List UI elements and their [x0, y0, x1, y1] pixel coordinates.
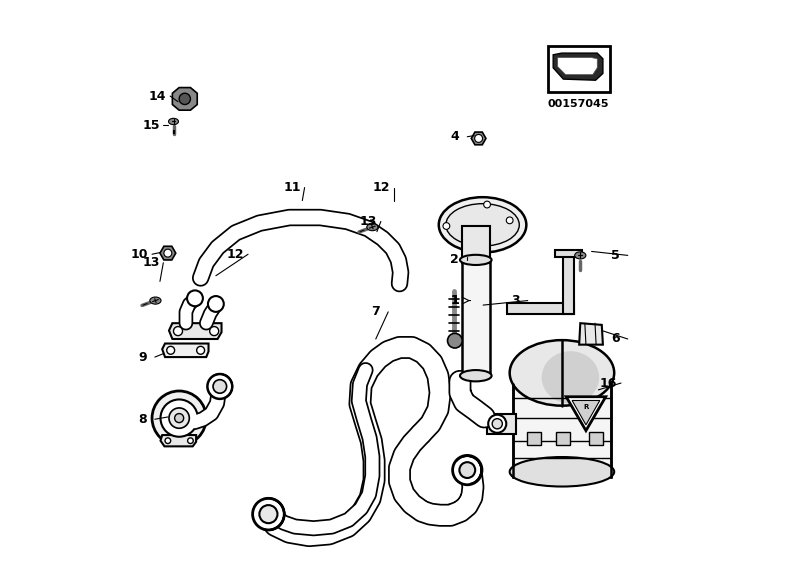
Polygon shape: [173, 88, 197, 110]
Text: 12: 12: [372, 181, 390, 194]
Bar: [507, 303, 574, 314]
Ellipse shape: [446, 203, 519, 246]
Ellipse shape: [150, 297, 161, 304]
Circle shape: [483, 201, 491, 208]
Circle shape: [179, 93, 190, 105]
Bar: [547, 46, 610, 92]
Polygon shape: [553, 53, 603, 80]
Circle shape: [209, 327, 219, 336]
Text: 11: 11: [284, 181, 301, 194]
Bar: [462, 226, 490, 263]
Circle shape: [492, 419, 503, 429]
Text: 16: 16: [600, 376, 618, 390]
Circle shape: [252, 498, 284, 530]
Text: 00157045: 00157045: [548, 99, 610, 109]
Text: 15: 15: [142, 119, 160, 132]
Circle shape: [208, 374, 233, 399]
Bar: [556, 432, 570, 445]
Polygon shape: [471, 132, 486, 145]
Circle shape: [164, 249, 172, 257]
Circle shape: [175, 414, 184, 423]
Circle shape: [188, 438, 193, 444]
Circle shape: [260, 505, 277, 523]
Bar: [487, 414, 516, 434]
Polygon shape: [558, 58, 597, 75]
Polygon shape: [572, 401, 600, 425]
Polygon shape: [579, 323, 603, 345]
Ellipse shape: [574, 252, 586, 259]
Circle shape: [197, 346, 205, 354]
Text: 5: 5: [611, 249, 620, 262]
Text: 10: 10: [131, 247, 149, 261]
Circle shape: [161, 399, 198, 437]
Circle shape: [165, 438, 171, 444]
Circle shape: [169, 408, 189, 428]
Circle shape: [447, 333, 462, 348]
Bar: [462, 260, 490, 376]
Circle shape: [452, 455, 482, 485]
Bar: [563, 254, 574, 314]
Ellipse shape: [460, 255, 491, 265]
Circle shape: [152, 391, 206, 445]
Bar: [589, 432, 603, 445]
Text: 2: 2: [451, 253, 459, 267]
Ellipse shape: [510, 457, 614, 486]
Polygon shape: [169, 323, 221, 339]
Circle shape: [167, 346, 175, 354]
Text: R: R: [583, 404, 589, 410]
Text: 3: 3: [511, 294, 519, 307]
Circle shape: [173, 327, 182, 336]
Polygon shape: [161, 435, 196, 446]
Text: 1: 1: [451, 294, 459, 307]
Circle shape: [475, 134, 483, 142]
Text: 8: 8: [138, 412, 147, 426]
Ellipse shape: [542, 351, 599, 403]
Ellipse shape: [510, 340, 614, 406]
Circle shape: [488, 415, 507, 433]
Text: 7: 7: [372, 305, 380, 319]
Circle shape: [208, 296, 224, 312]
Text: 12: 12: [227, 247, 244, 261]
Circle shape: [443, 223, 450, 229]
Circle shape: [459, 462, 475, 478]
Text: 13: 13: [360, 215, 377, 228]
Circle shape: [213, 380, 227, 393]
Text: 1: 1: [451, 294, 459, 307]
Ellipse shape: [439, 197, 527, 253]
Bar: [512, 384, 611, 477]
Ellipse shape: [460, 370, 491, 381]
Polygon shape: [160, 246, 176, 260]
Circle shape: [507, 217, 513, 224]
Ellipse shape: [169, 118, 178, 125]
Bar: [527, 432, 541, 445]
Bar: [555, 250, 582, 257]
Ellipse shape: [367, 224, 378, 231]
Polygon shape: [566, 397, 606, 431]
Text: 14: 14: [149, 89, 166, 103]
Circle shape: [187, 290, 203, 306]
Text: 13: 13: [142, 256, 160, 270]
Text: 9: 9: [138, 350, 147, 364]
Polygon shape: [162, 344, 209, 357]
Text: 4: 4: [451, 130, 459, 144]
Text: 6: 6: [611, 332, 620, 346]
